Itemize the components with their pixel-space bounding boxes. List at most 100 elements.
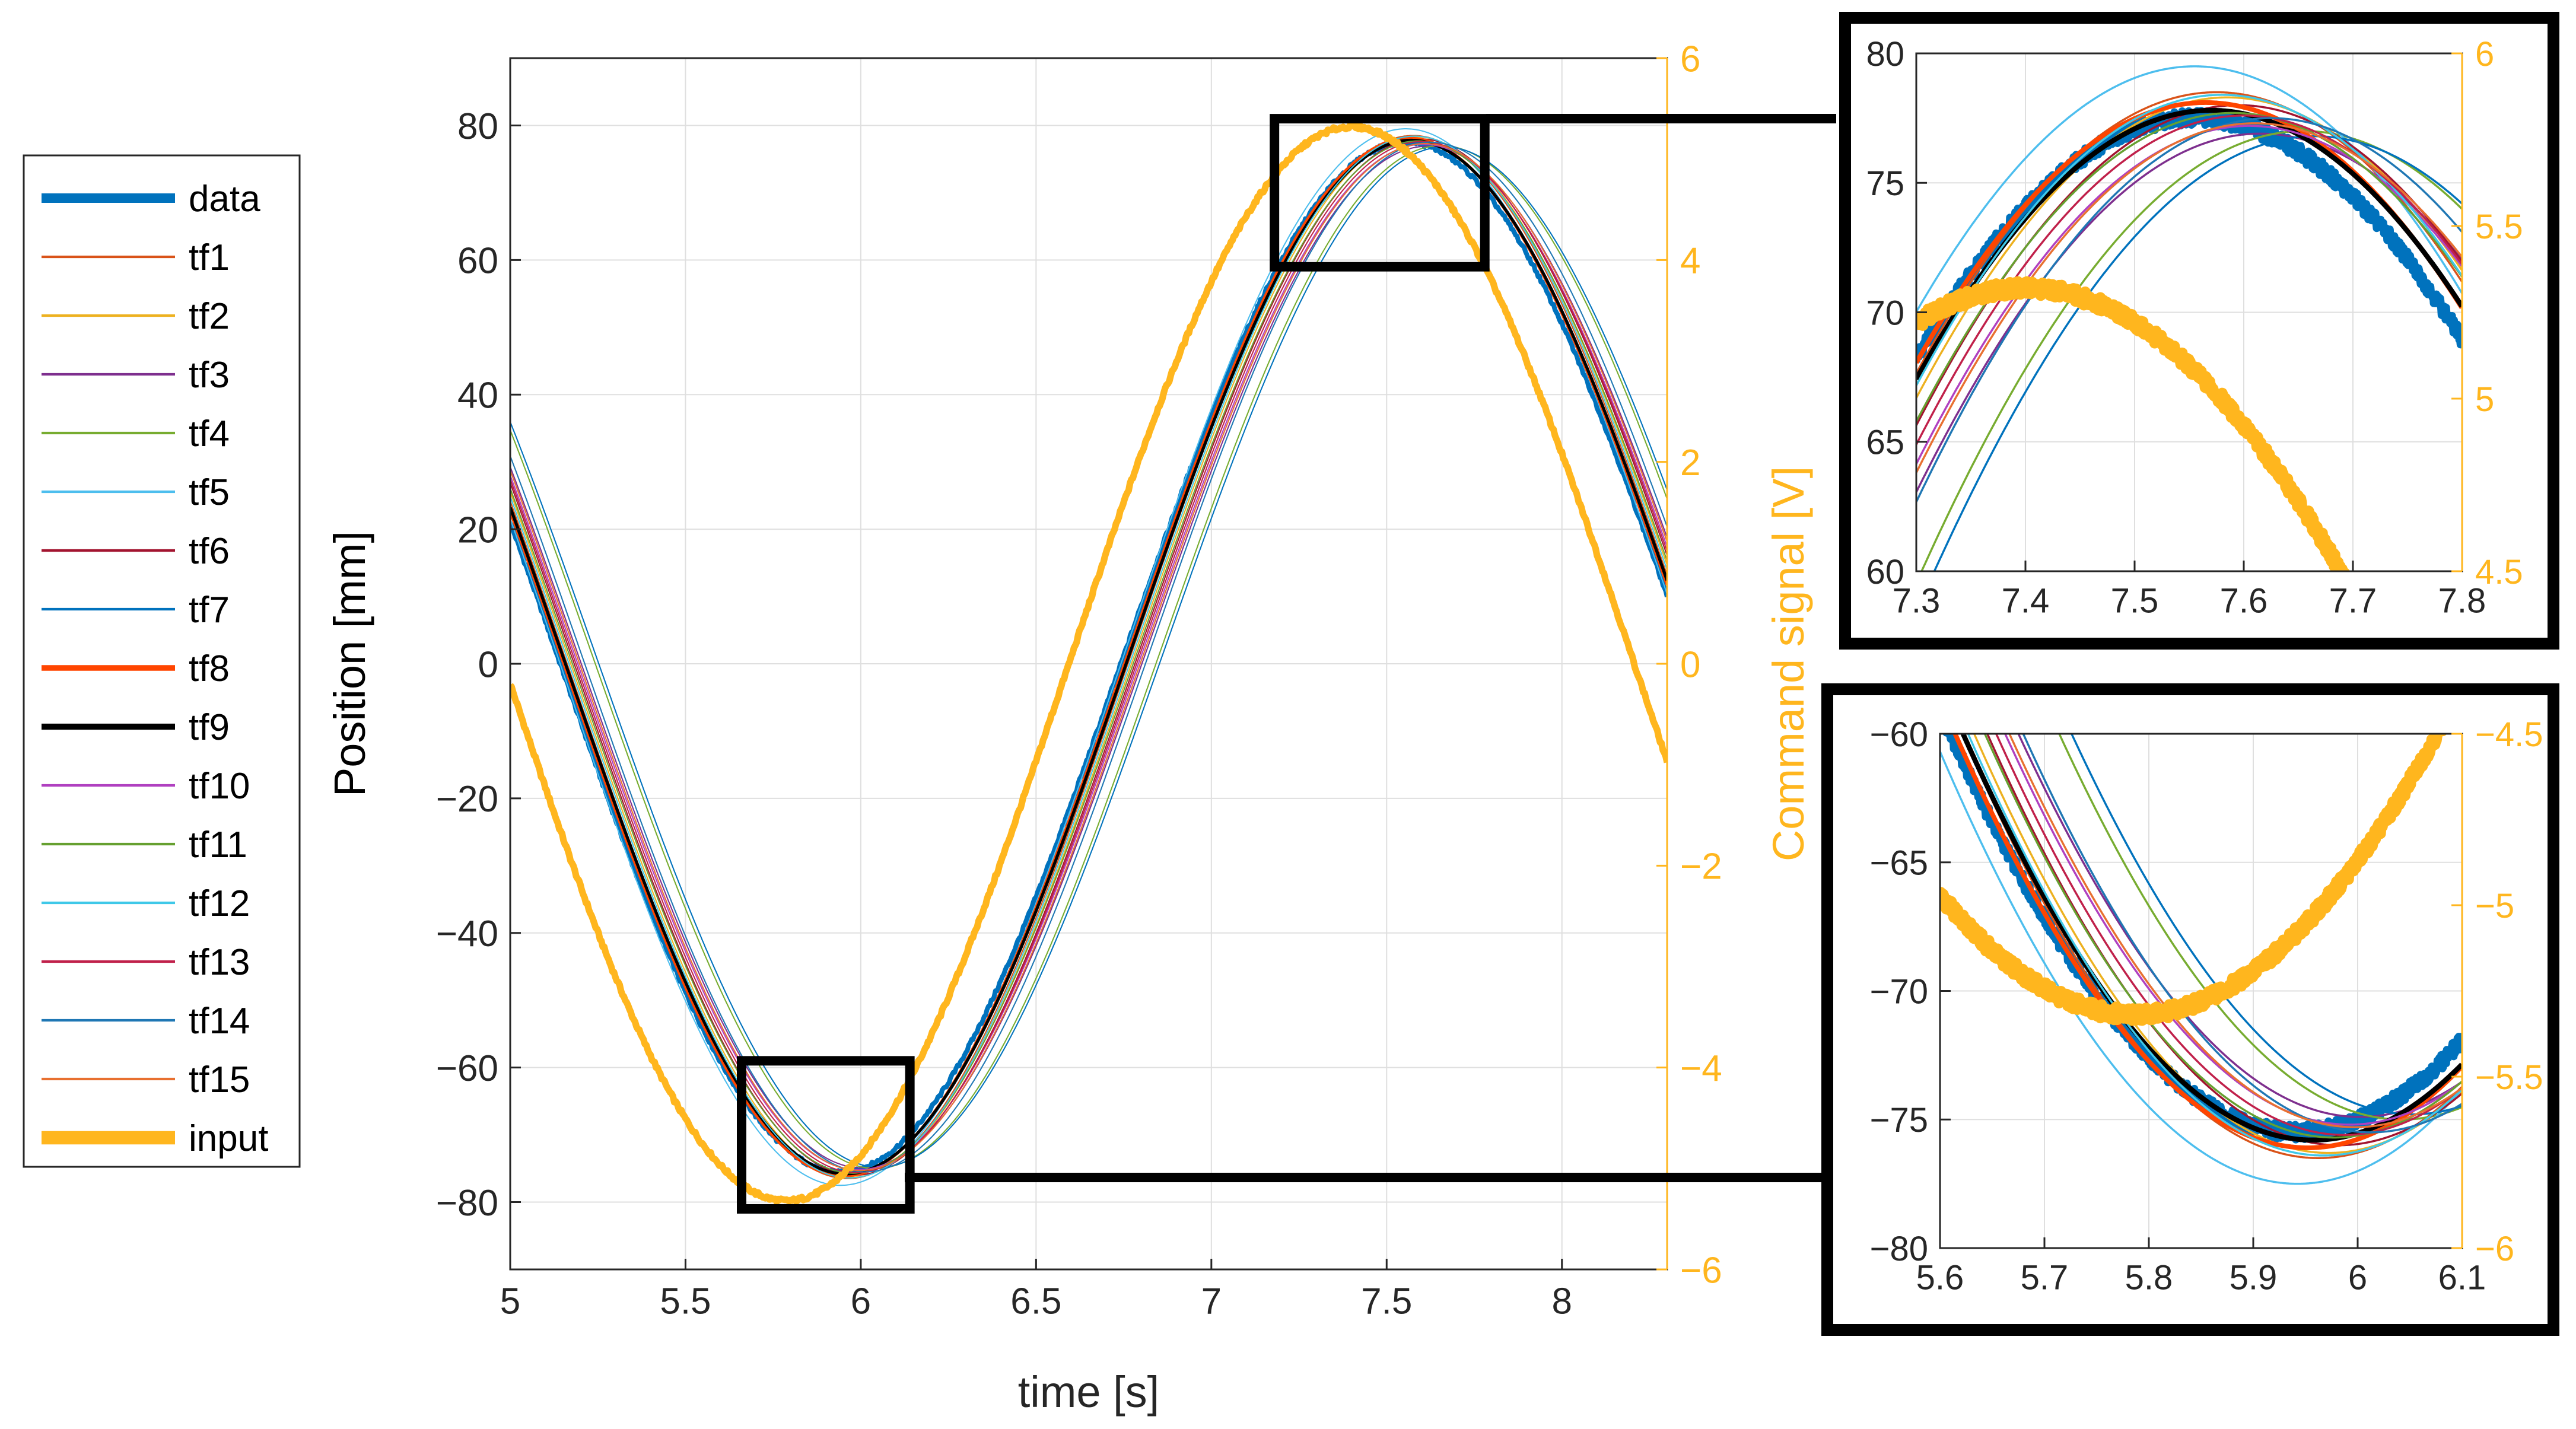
legend-entry-tf7: tf7 — [42, 590, 230, 631]
legend-entry-tf14: tf14 — [42, 1001, 250, 1042]
series-line-tf13 — [510, 141, 1667, 1173]
series-line-tf4 — [2058, 734, 2462, 1121]
legend-label: tf12 — [189, 883, 250, 924]
series-line-input — [510, 121, 1667, 1205]
series-line-tf11 — [510, 140, 1667, 1174]
zoom-bottom-curves — [1940, 734, 2462, 1185]
series-line-tf7 — [2070, 734, 2462, 1116]
series-line-tf5 — [1940, 751, 2462, 1185]
y2-tick-label: 4 — [1680, 241, 1700, 282]
y-tick-label: 65 — [1866, 424, 1904, 462]
legend-entry-tf13: tf13 — [42, 942, 250, 983]
legend-label: tf3 — [189, 355, 230, 396]
main-x-axis-label: time [s] — [1018, 1367, 1159, 1417]
legend-entry-tf15: tf15 — [42, 1059, 250, 1100]
legend: data tf1 tf2 tf3 tf4 tf5 tf6 tf7 tf8 tf9 tf10 tf11 t… — [23, 154, 301, 1168]
legend-label: tf5 — [189, 472, 230, 513]
y2-tick-label: 6 — [1680, 39, 1700, 79]
x-tick-label: 7.5 — [1361, 1281, 1412, 1322]
legend-entry-tf2: tf2 — [42, 296, 230, 337]
y2-tick-label: −5 — [2475, 887, 2514, 925]
legend-label: tf6 — [189, 531, 230, 572]
zoom-top-inset: 7.3 7.4 7.5 7.6 7.7 7.8 80 75 70 65 60 6 5.5 5 4.5 — [1839, 12, 2559, 650]
zoom-box-trough — [737, 1056, 915, 1214]
y2-tick-label: 6 — [2475, 35, 2494, 74]
series-line-tf7 — [510, 146, 1667, 1168]
x-tick-label: 6 — [851, 1281, 871, 1322]
y-tick-label: 0 — [478, 644, 498, 685]
y2-tick-label: 5 — [2475, 380, 2494, 419]
main-zoom-boxes — [737, 114, 1490, 1214]
y-tick-label: −70 — [1870, 972, 1928, 1011]
legend-entries: data tf1 tf2 tf3 tf4 tf5 tf6 tf7 tf8 tf9 tf10 tf11 t… — [42, 179, 268, 1159]
legend-label: tf10 — [189, 766, 250, 807]
x-tick-label: 8 — [1551, 1281, 1572, 1322]
legend-label: tf13 — [189, 942, 250, 983]
x-tick-label: 7.7 — [2329, 582, 2377, 620]
y2-tick-label: −4 — [1680, 1048, 1722, 1089]
main-y-axis-label: Position [mm] — [325, 531, 374, 797]
y-tick-label: 80 — [457, 106, 498, 147]
main-y2-axis-label: Command signal [V] — [1764, 466, 1813, 861]
series-line-tf14 — [1916, 117, 2462, 503]
series-line-tf14 — [2022, 734, 2462, 1134]
y-tick-label: 20 — [457, 510, 498, 550]
main-curves — [510, 121, 1667, 1205]
y-tick-label: −60 — [1870, 715, 1928, 754]
x-tick-label: 7.5 — [2111, 582, 2159, 620]
y2-tick-label: 5.5 — [2475, 208, 2523, 246]
x-tick-label: 7.3 — [1893, 582, 1941, 620]
y2-tick-label: −5.5 — [2475, 1058, 2543, 1097]
y-tick-label: 80 — [1866, 35, 1904, 74]
series-line-tf9 — [510, 138, 1667, 1176]
zoom-box-peak — [1270, 114, 1490, 272]
series-line-tf12 — [1967, 734, 2462, 1157]
y-tick-label: 70 — [1866, 294, 1904, 332]
y2-tick-label: −2 — [1680, 846, 1722, 887]
legend-label: tf15 — [189, 1059, 250, 1100]
legend-label: tf14 — [189, 1001, 250, 1042]
legend-entry-tf5: tf5 — [42, 472, 230, 513]
legend-label: tf7 — [189, 590, 230, 631]
legend-label: data — [189, 179, 260, 219]
y-tick-label: 60 — [1866, 553, 1904, 591]
legend-label: tf2 — [189, 296, 230, 337]
main-ticks: 5 5.5 6 6.5 7 7.5 8806040200−20−40−60−806420−2… — [436, 39, 1722, 1322]
y-tick-label: −60 — [436, 1048, 498, 1089]
zoom-top-ticks: 7.3 7.4 7.5 7.6 7.7 7.8 80 75 70 65 60 6 5.5 5 4.5 — [1866, 35, 2523, 620]
legend-label: tf11 — [189, 825, 247, 865]
series-line-tf1 — [1916, 91, 2462, 374]
x-tick-label: 5 — [500, 1281, 520, 1322]
legend-label: tf1 — [189, 237, 230, 278]
legend-box — [23, 154, 301, 1168]
y2-tick-label: −6 — [1680, 1250, 1722, 1291]
x-tick-label: 5.5 — [660, 1281, 711, 1322]
x-tick-label: 5.8 — [2125, 1259, 2173, 1297]
legend-entry-tf12: tf12 — [42, 883, 250, 924]
series-line-input — [1940, 734, 2447, 1026]
y2-tick-label: 4.5 — [2475, 553, 2523, 591]
series-line-tf10 — [2003, 734, 2462, 1126]
legend-entry-tf1: tf1 — [42, 237, 230, 278]
legend-entry-tf3: tf3 — [42, 355, 230, 396]
series-line-tf12 — [510, 135, 1667, 1179]
legend-entry-tf11: tf11 — [42, 825, 247, 865]
x-tick-label: 5.9 — [2230, 1259, 2278, 1297]
series-line-tf15 — [1916, 122, 2462, 473]
y-tick-label: −40 — [436, 914, 498, 954]
x-tick-label: 7.4 — [2002, 582, 2050, 620]
x-tick-label: 7.6 — [2220, 582, 2268, 620]
y-tick-label: −65 — [1870, 844, 1928, 883]
y2-tick-label: −4.5 — [2475, 715, 2543, 754]
legend-entry-tf4: tf4 — [42, 413, 230, 454]
series-line-tf9 — [1960, 734, 2462, 1143]
legend-entry-tf8: tf8 — [42, 648, 230, 689]
zoom-top-curves — [1916, 65, 2462, 571]
zoom-bottom-inset: 5.6 5.7 5.8 5.9 6 6.1 −60 −65 −70 −75 −80 −4.5 −5 −5.… — [1821, 683, 2559, 1336]
main-plot: 5 5.5 6 6.5 7 7.5 8806040200−20−40−60−806420−2… — [325, 39, 1813, 1417]
series-line-tf15 — [2008, 734, 2462, 1129]
x-tick-label: 6.1 — [2438, 1259, 2486, 1297]
y-tick-label: 60 — [457, 241, 498, 282]
y-tick-label: 75 — [1866, 164, 1904, 203]
legend-entry-input: input — [42, 1118, 268, 1159]
